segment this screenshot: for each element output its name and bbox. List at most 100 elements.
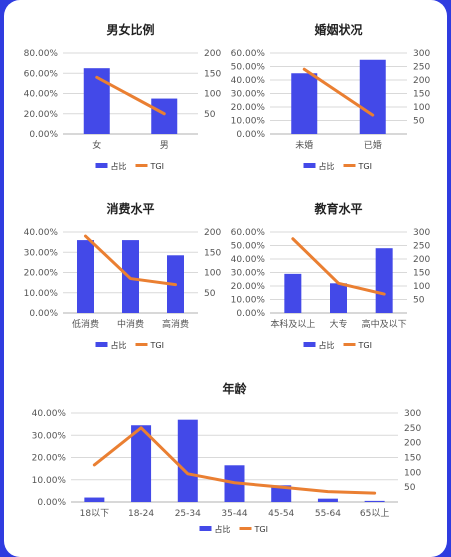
chart-4-y-right-tick: 150 [404, 454, 421, 464]
chart-1-x-tick: 已婚 [364, 139, 382, 151]
chart-4-y-right-tick: 250 [404, 424, 421, 434]
chart-1-y-right-tick: 200 [413, 76, 430, 86]
chart-0-title: 男女比例 [106, 22, 154, 37]
chart-1-x-tick: 未婚 [295, 139, 313, 151]
chart-4-y-left-tick: 30.00% [32, 431, 67, 441]
chart-1-y-left-tick: 40.00% [231, 76, 266, 86]
chart-3-title: 教育水平 [313, 201, 362, 216]
chart-3-y-left-tick: 40.00% [231, 255, 266, 265]
chart-0-y-left-tick: 0.00% [29, 130, 58, 140]
chart-0-y-left-tick: 20.00% [24, 110, 59, 120]
chart-0-y-right-tick: 100 [204, 90, 221, 100]
chart-1-y-left-tick: 0.00% [236, 130, 265, 140]
chart-3-x-tick: 大专 [329, 318, 347, 330]
chart-0-x-tick: 男 [160, 140, 169, 151]
chart-1-y-right-tick: 100 [413, 103, 430, 113]
chart-2-x-tick: 中消费 [117, 318, 144, 330]
chart-0-tgi-line [95, 75, 166, 116]
chart-3-legend-bar-label: 占比 [319, 340, 335, 350]
chart-3-y-right-tick: 300 [413, 228, 430, 238]
chart-3-y-left-tick: 20.00% [231, 282, 266, 292]
chart-4-x-tick: 55-64 [315, 509, 341, 519]
chart-4-legend-line-swatch [239, 527, 252, 530]
chart-4-x-tick: 65以上 [360, 508, 389, 519]
chart-2-y-left-tick: 10.00% [24, 289, 59, 299]
chart-3-y-right-tick: 100 [413, 282, 430, 292]
chart-1-y-left-tick: 10.00% [231, 117, 266, 127]
chart-4-y-right-tick: 300 [404, 409, 421, 419]
chart-3-y-right-tick: 250 [413, 242, 430, 252]
chart-1-legend-line-swatch [343, 164, 356, 167]
chart-3-y-right-tick: 150 [413, 269, 430, 279]
chart-4-legend-bar-swatch [199, 526, 212, 531]
chart-1-y-right-tick: 300 [413, 49, 430, 59]
chart-1-y-right-tick: 150 [413, 90, 430, 100]
chart-2-title: 消费水平 [106, 201, 154, 216]
chart-3-bar [375, 248, 393, 313]
chart-0-legend-bar-label: 占比 [111, 161, 127, 171]
chart-3-legend-line-swatch [343, 343, 356, 346]
chart-2-y-right-tick: 50 [204, 289, 216, 299]
chart-4-y-left-tick: 10.00% [32, 476, 67, 486]
chart-4-y-left-tick: 40.00% [32, 409, 67, 419]
chart-0-y-left-tick: 60.00% [24, 69, 59, 79]
chart-3-y-right-tick: 50 [413, 296, 425, 306]
chart-3-x-tick: 高中及以下 [362, 318, 407, 330]
chart-4-bar [364, 500, 385, 502]
chart-4-bar [84, 497, 105, 502]
chart-1-tgi-line [302, 67, 375, 117]
chart-4-y-right-tick: 200 [404, 439, 421, 449]
chart-3-legend-bar-swatch [303, 342, 316, 347]
chart-4-x-tick: 18-24 [128, 509, 154, 519]
chart-0-y-right-tick: 200 [204, 49, 221, 59]
chart-2-y-left-tick: 40.00% [24, 228, 59, 238]
chart-4-bar [177, 419, 198, 502]
chart-1-title: 婚姻状况 [314, 22, 362, 37]
chart-0-y-right-tick: 150 [204, 69, 221, 79]
chart-2-y-right-tick: 200 [204, 228, 221, 238]
chart-1-y-right-tick: 250 [413, 63, 430, 73]
chart-2-legend-line-swatch [135, 343, 148, 346]
chart-4-y-left-tick: 20.00% [32, 454, 67, 464]
chart-0-bar [83, 68, 110, 134]
chart-1-legend-line-label: TGI [358, 162, 372, 171]
chart-2-y-left-tick: 0.00% [29, 309, 58, 319]
chart-3-y-left-tick: 0.00% [236, 309, 265, 319]
chart-2-y-right-tick: 150 [204, 248, 221, 258]
chart-1-legend-bar-label: 占比 [319, 161, 335, 171]
chart-3-x-tick: 本科及以上 [270, 318, 315, 330]
chart-4-bar [131, 425, 152, 502]
chart-1-bar [359, 59, 386, 134]
chart-1-bar [291, 73, 318, 134]
chart-4-bar [317, 498, 338, 502]
chart-4-title: 年龄 [222, 381, 247, 396]
chart-0-legend-line-label: TGI [150, 162, 164, 171]
chart-3-bar [330, 283, 347, 313]
chart-3-y-right-tick: 200 [413, 255, 430, 265]
chart-2-x-tick: 低消费 [72, 318, 99, 330]
chart-0-y-left-tick: 40.00% [24, 90, 59, 100]
chart-1-y-left-tick: 20.00% [231, 103, 266, 113]
chart-1-y-left-tick: 50.00% [231, 63, 266, 73]
chart-0-y-right-tick: 50 [204, 110, 216, 120]
chart-4-legend-bar-label: 占比 [215, 524, 231, 534]
chart-4-y-right-tick: 50 [404, 483, 416, 493]
chart-0-bar [151, 98, 178, 134]
chart-0-legend-line-swatch [135, 164, 148, 167]
chart-4-bar [271, 485, 292, 502]
chart-0-legend-bar-swatch [95, 163, 108, 168]
chart-3-bar [284, 273, 302, 313]
chart-4-y-right-tick: 100 [404, 468, 421, 478]
chart-0-y-left-tick: 80.00% [24, 49, 59, 59]
chart-2-legend-line-label: TGI [150, 341, 164, 350]
chart-3-y-left-tick: 60.00% [231, 228, 266, 238]
chart-4-x-tick: 18以下 [80, 509, 109, 519]
chart-4-x-tick: 35-44 [221, 509, 247, 519]
chart-4-y-left-tick: 0.00% [37, 498, 66, 508]
chart-4-legend-line-label: TGI [254, 525, 268, 534]
chart-2-x-tick: 高消费 [162, 318, 189, 330]
chart-3-y-left-tick: 50.00% [231, 242, 266, 252]
chart-1-y-right-tick: 50 [413, 117, 425, 127]
chart-2-y-right-tick: 100 [204, 269, 221, 279]
